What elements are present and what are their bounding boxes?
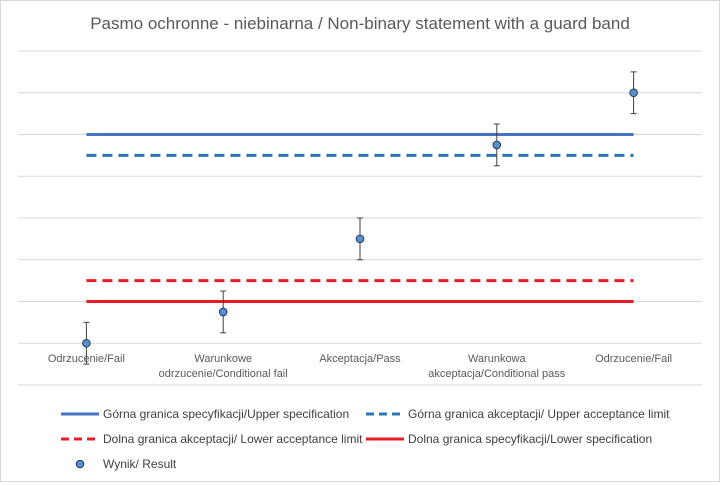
- category-label: Akceptacja/Pass: [319, 353, 401, 365]
- legend-swatch: [75, 459, 85, 469]
- legend-label: Dolna granica specyfikacji/Lower specifi…: [408, 432, 652, 446]
- legend-label: Dolna granica akceptacji/ Lower acceptan…: [103, 432, 363, 446]
- legend-label: Górna granica specyfikacji/Upper specifi…: [103, 407, 349, 421]
- category-label: akceptacja/Conditional pass: [428, 368, 565, 380]
- result-points: [82, 71, 638, 365]
- category-label: Odrzucenie/Fail: [595, 353, 672, 365]
- data-point: [355, 234, 365, 244]
- data-point: [218, 307, 228, 317]
- category-label: odrzucenie/Conditional fail: [159, 368, 288, 380]
- category-label: Warunkowe: [194, 353, 252, 365]
- data-point: [629, 88, 638, 98]
- limit-lines: [86, 133, 634, 303]
- legend-label: Wynik/ Result: [103, 457, 177, 471]
- category-label: Odrzucenie/Fail: [48, 353, 125, 365]
- legend-label: Górna granica akceptacji/ Upper acceptan…: [408, 407, 670, 421]
- chart-title: Pasmo ochronne - niebinarna / Non-binary…: [90, 14, 630, 33]
- legend: Górna granica specyfikacji/Upper specifi…: [61, 407, 670, 471]
- data-point: [492, 140, 502, 150]
- category-label: Warunkowa: [468, 353, 527, 365]
- category-labels: Odrzucenie/Fail Warunkowe odrzucenie/Condi…: [48, 353, 672, 380]
- data-point: [82, 338, 91, 348]
